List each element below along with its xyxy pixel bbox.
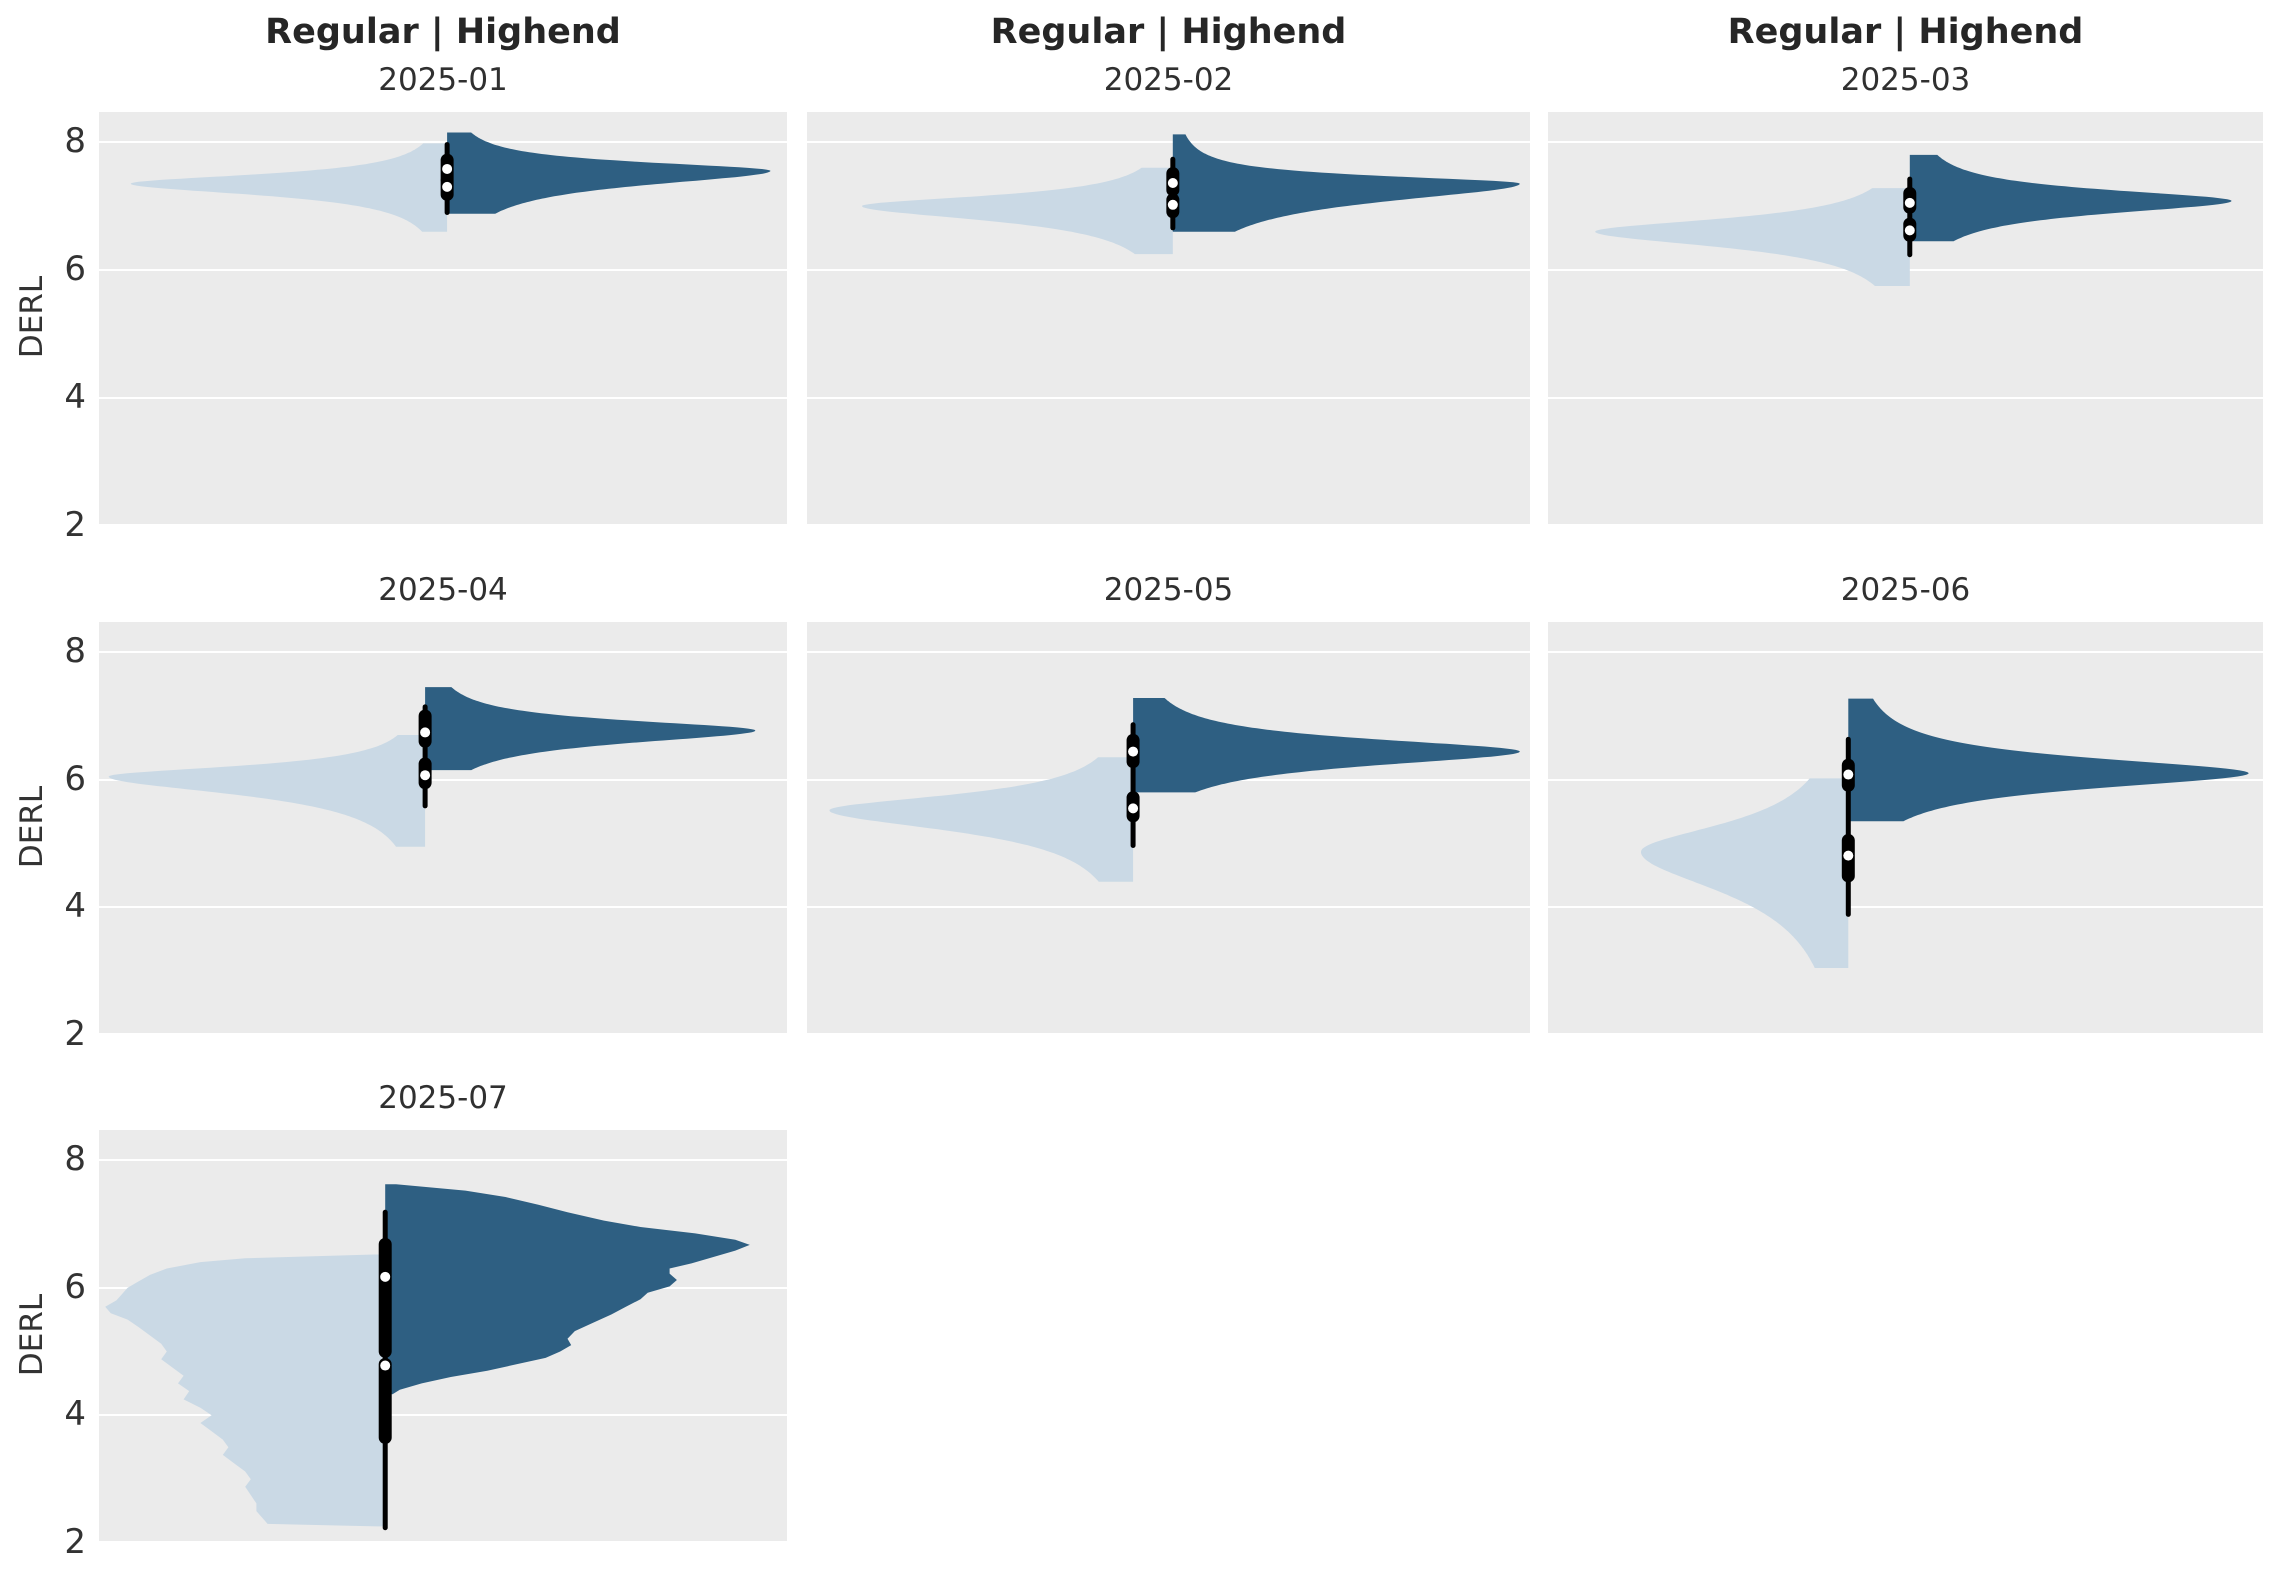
gridline [99, 141, 787, 144]
violin-regular-half [105, 1254, 386, 1527]
violin-highend-half [1172, 134, 1520, 232]
gridline [807, 397, 1530, 400]
violin-regular-half [862, 167, 1173, 255]
facet-panel-2025-03 [1548, 112, 2263, 526]
violin-regular-half [130, 143, 448, 232]
median-dot-regular [1904, 225, 1915, 236]
violin-regular-half [1595, 188, 1910, 286]
facet-panel-2025-04 [99, 622, 787, 1035]
facet-subtitle: 2025-01 [378, 62, 508, 98]
gridline [1548, 524, 2263, 526]
violin-plot-2025-02 [862, 134, 1520, 255]
gridline [807, 141, 1530, 144]
y-tick-label: 6 [64, 249, 86, 290]
gridline [1548, 141, 2263, 144]
gridline [807, 269, 1530, 272]
facet-subtitle: 2025-03 [1840, 62, 1971, 98]
violin-plot-2025-07 [105, 1184, 750, 1531]
median-dot-regular [442, 181, 453, 192]
violin-highend-half [447, 132, 771, 214]
median-dot-regular [1167, 199, 1178, 210]
violin-plot-2025-05 [829, 698, 1520, 882]
y-tick-label: 8 [64, 631, 86, 671]
gridline [807, 651, 1530, 653]
y-tick-label: 4 [64, 886, 86, 927]
y-tick-label: 4 [64, 1394, 86, 1435]
facet-subtitle: 2025-02 [1103, 62, 1234, 98]
y-axis-label: DERL [14, 275, 50, 359]
median-dot-highend [380, 1271, 391, 1282]
violin-regular-half [108, 735, 426, 847]
facet-panel-2025-07 [99, 1130, 787, 1543]
gridline [1548, 1033, 2263, 1035]
median-dot-highend [1167, 178, 1178, 189]
median-dot-highend [1843, 769, 1854, 780]
violin-plot-2025-06 [1641, 698, 2249, 968]
facet-subtitle: 2025-07 [378, 1080, 508, 1116]
gridline [807, 524, 1530, 526]
facet-column-title: Regular | Highend [265, 12, 621, 52]
y-axis-label: DERL [14, 785, 50, 868]
gridline [1548, 906, 2263, 909]
gridline [99, 397, 787, 400]
median-dot-regular [1843, 850, 1854, 861]
gridline [99, 1159, 787, 1161]
gridline [1548, 397, 2263, 400]
gridline [99, 906, 787, 909]
violin-highend-half [1133, 698, 1520, 793]
y-axis-label: DERL [14, 1293, 50, 1376]
boxplot-box-regular [378, 1357, 392, 1445]
facet-subtitle: 2025-04 [378, 572, 508, 608]
violin-highend-half [425, 687, 756, 771]
median-dot-highend [1904, 197, 1915, 208]
median-dot-highend [1128, 746, 1139, 757]
violin-plot-2025-04 [108, 687, 756, 847]
median-dot-highend [442, 163, 453, 174]
median-dot-regular [1128, 803, 1139, 814]
boxplot-box-highend [378, 1237, 392, 1358]
gridline [99, 524, 787, 526]
facet-panel-2025-06 [1548, 622, 2263, 1035]
violin-plot-2025-03 [1595, 154, 2232, 286]
facet-panel-2025-02 [807, 112, 1530, 526]
gridline [99, 1541, 787, 1543]
violin-regular-half [829, 757, 1134, 882]
gridline [99, 651, 787, 653]
facet-column-title: Regular | Highend [1727, 12, 2084, 52]
gridline [807, 1033, 1530, 1035]
facet-column-title: Regular | Highend [990, 12, 1347, 52]
median-dot-regular [420, 770, 431, 781]
gridline [99, 1033, 787, 1035]
y-tick-label: 2 [64, 505, 86, 545]
y-tick-label: 2 [64, 1014, 86, 1054]
y-tick-label: 6 [64, 1266, 86, 1307]
violin-regular-half [1641, 778, 1849, 968]
y-tick-label: 4 [64, 377, 86, 418]
y-tick-label: 2 [64, 1522, 86, 1562]
violin-highend-half [1909, 154, 2232, 242]
y-tick-label: 6 [64, 758, 86, 799]
facet-subtitle: 2025-05 [1103, 572, 1234, 608]
gridline [99, 1414, 787, 1417]
violin-highend-half [385, 1184, 750, 1395]
y-tick-label: 8 [64, 121, 86, 162]
facet-subtitle: 2025-06 [1840, 572, 1971, 608]
median-dot-highend [420, 727, 431, 738]
gridline [99, 269, 787, 272]
median-dot-regular [380, 1360, 391, 1371]
facet-panel-2025-01 [99, 112, 787, 526]
violin-plot-2025-01 [130, 132, 771, 232]
gridline [807, 906, 1530, 909]
y-tick-label: 8 [64, 1139, 86, 1179]
gridline [1548, 651, 2263, 653]
facet-panel-2025-05 [807, 622, 1530, 1035]
violin-highend-half [1848, 698, 2249, 822]
gridline [99, 778, 787, 781]
